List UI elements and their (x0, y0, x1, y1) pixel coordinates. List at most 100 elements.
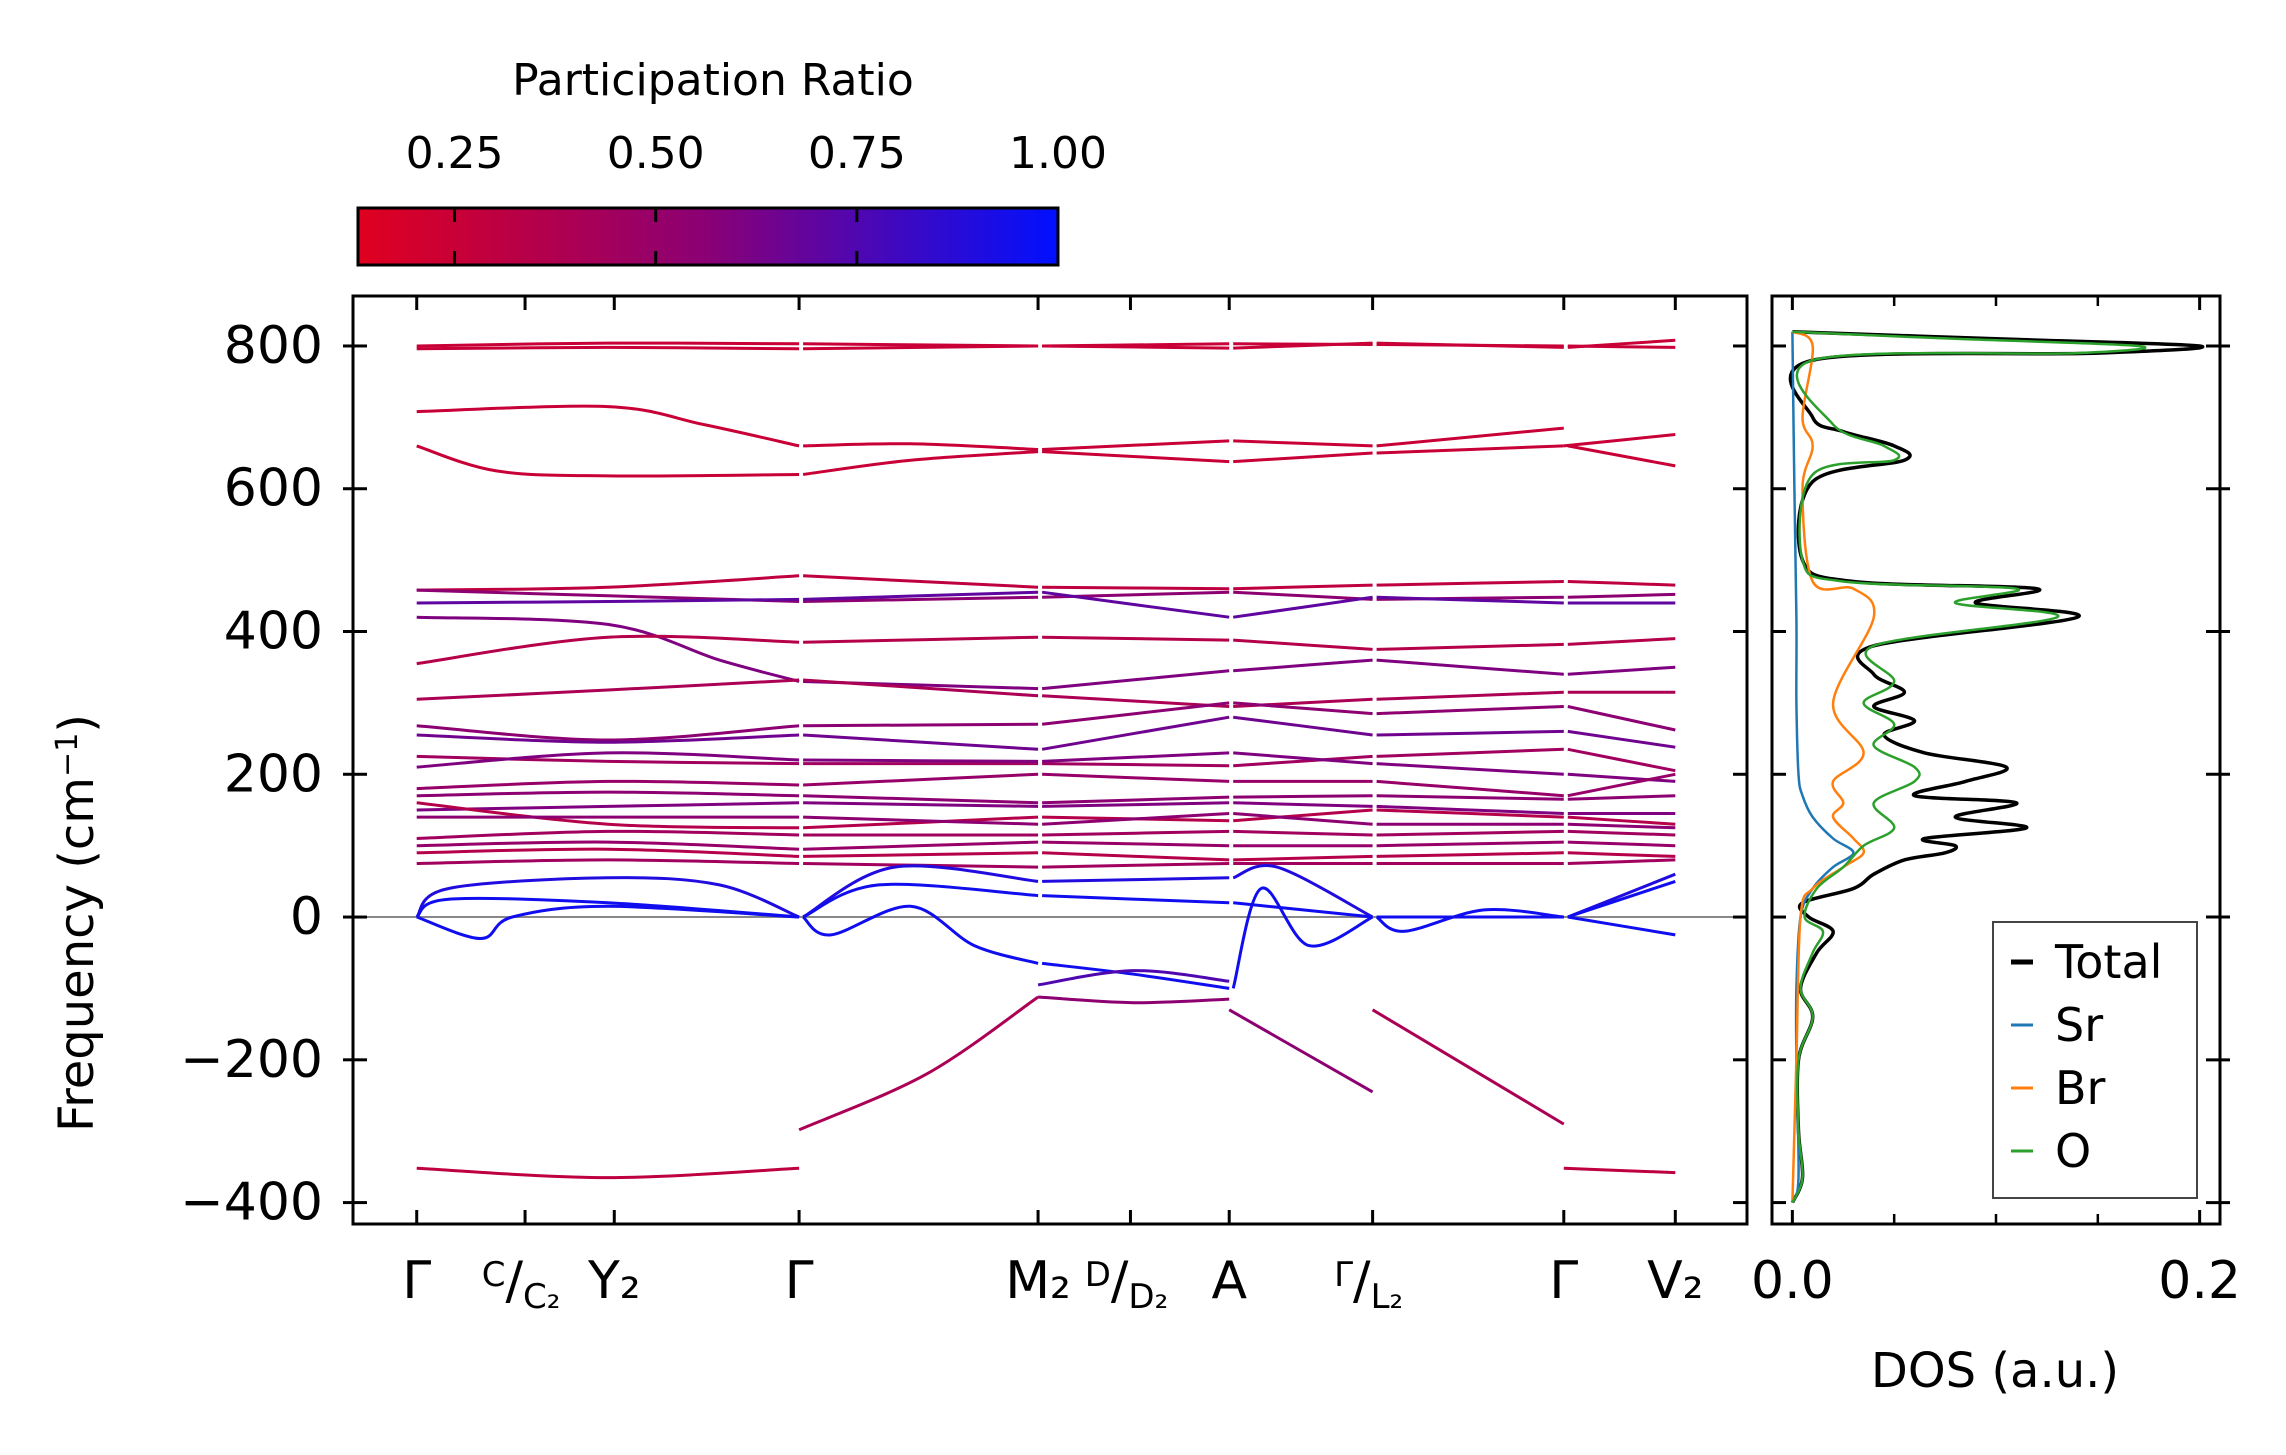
dos-legend: Total Sr Br O (1992, 921, 2198, 1199)
band-line (1567, 794, 1676, 801)
band-line (416, 345, 800, 351)
band-line (1567, 592, 1676, 599)
band-line (1042, 439, 1230, 451)
band-line (1233, 801, 1373, 808)
band-line (1376, 729, 1564, 737)
dos-axes (1770, 294, 2230, 1226)
dos-line-total (1788, 329, 2205, 1204)
band-line (1376, 762, 1564, 776)
band-line (1233, 638, 1373, 651)
band-line (1567, 915, 1676, 937)
band-line (803, 590, 1039, 601)
band-line (1042, 762, 1230, 768)
band-line (803, 758, 1039, 763)
band-line (803, 815, 1039, 826)
band-line (1567, 580, 1676, 587)
band-line (1233, 715, 1373, 737)
band-line (1041, 669, 1230, 691)
band-line (1042, 801, 1230, 808)
band-line (1042, 635, 1230, 642)
band-line (1567, 729, 1676, 749)
band-line (1567, 829, 1676, 837)
band-line (1567, 747, 1676, 773)
band-line (1567, 822, 1676, 830)
band-line (1233, 829, 1373, 837)
band-line (803, 595, 1039, 603)
band-line (1231, 886, 1374, 989)
band-line (1376, 595, 1564, 605)
band-line (1376, 595, 1564, 601)
band-line (416, 858, 800, 865)
band-line (1233, 901, 1373, 919)
band-line (803, 574, 1039, 589)
legend-label: O (2055, 1124, 2091, 1178)
legend-label: Total (2054, 935, 2162, 989)
band-line (416, 341, 800, 348)
band-line (1376, 804, 1564, 815)
band-line (803, 442, 1039, 451)
band-line (1563, 433, 1676, 448)
band-line (803, 794, 1039, 805)
band-line (803, 801, 1039, 808)
band-line (1376, 794, 1564, 801)
dos-line-o (1791, 330, 2147, 1204)
band-line (1567, 840, 1676, 848)
band-line (1233, 751, 1373, 766)
band-line (1567, 851, 1676, 858)
dos-axis-label: DOS (a.u.) (1871, 1343, 2119, 1399)
band-line (416, 779, 800, 791)
band-line (1041, 715, 1230, 751)
band-line (802, 450, 1039, 476)
band-line (416, 790, 800, 798)
high-symmetry-label: Y₂ (587, 1251, 641, 1311)
high-symmetry-labels: Γ C/C₂ Y₂ Γ M₂ D/D₂ A Γ/L₂ Γ V₂ (402, 1251, 1703, 1317)
band-line (803, 342, 1039, 348)
band-line (802, 864, 1039, 919)
legend-label: Br (2055, 1061, 2106, 1115)
band-line (1376, 829, 1564, 837)
band-line (803, 733, 1039, 751)
band-line (803, 815, 1039, 830)
band-line (1233, 658, 1373, 673)
dos-tick-labels: 0.0 0.2 (1751, 1251, 2241, 1311)
band-line (1041, 961, 1230, 990)
band-line (1567, 338, 1676, 349)
band-line (802, 904, 1039, 965)
band-line (803, 840, 1039, 851)
band-line (1376, 658, 1564, 676)
band-line (1233, 341, 1373, 350)
band-line (416, 678, 800, 701)
band-line (1041, 701, 1230, 726)
band-line (1567, 665, 1676, 676)
dos-line-sr (1791, 331, 1855, 1204)
band-line (1232, 595, 1373, 619)
y-tick-label: −400 (180, 1173, 323, 1233)
high-symmetry-label: Γ (785, 1251, 814, 1311)
band-line (416, 444, 800, 478)
band-line (1042, 829, 1230, 837)
band-line (803, 635, 1039, 644)
band-line (1042, 772, 1230, 783)
band-structure-panel: −400 −200 0 200 400 600 800 Γ C/C₂ Y₂ Γ M₂ D/D₂ A Γ/L… (49, 294, 1749, 1317)
band-line (1038, 995, 1230, 1005)
band-line (1376, 840, 1564, 848)
band-line (1042, 876, 1230, 883)
band-line (1233, 439, 1373, 448)
y-tick-label: 0 (290, 887, 323, 947)
frequency-tick-labels: −400 −200 0 200 400 600 800 (180, 316, 323, 1233)
band-line (416, 733, 800, 744)
band-line (416, 840, 800, 851)
band-line (1567, 815, 1676, 826)
band-line (1042, 585, 1230, 591)
band-line (1567, 637, 1676, 646)
dos-x-tick-label: 0.2 (2158, 1251, 2241, 1311)
band-line (1376, 580, 1564, 587)
band-line (1563, 1166, 1676, 1175)
band-line (1567, 858, 1676, 865)
band-line (1567, 879, 1676, 919)
band-line (1042, 862, 1230, 869)
colorbar-title: Participation Ratio (512, 55, 914, 106)
band-line (1567, 772, 1676, 798)
band-line (416, 724, 800, 742)
